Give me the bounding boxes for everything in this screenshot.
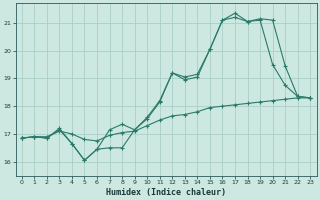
X-axis label: Humidex (Indice chaleur): Humidex (Indice chaleur) [106,188,226,197]
